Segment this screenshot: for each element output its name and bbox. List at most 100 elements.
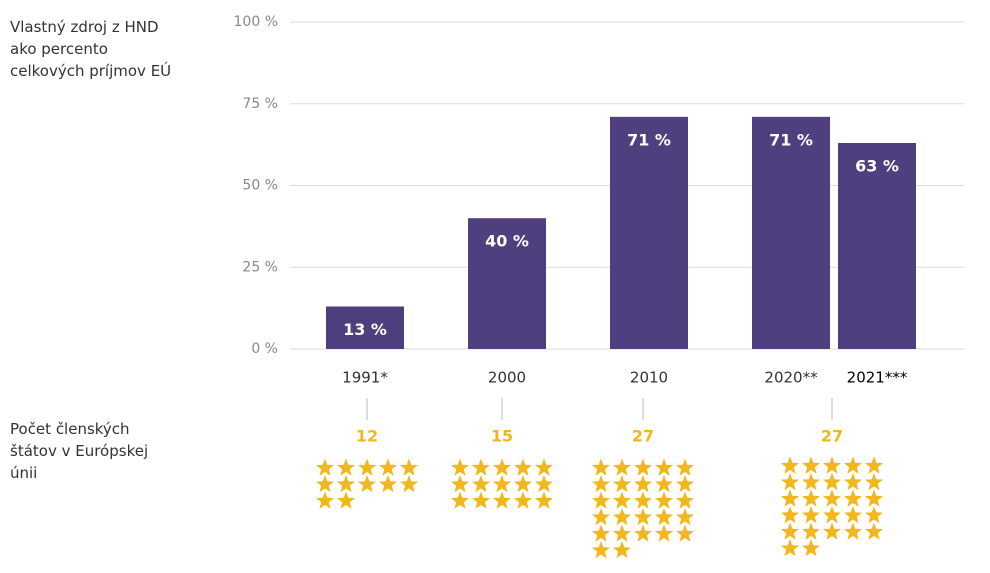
star [676,524,694,542]
y-tick-label: 75 % [242,96,278,112]
value-label: 13 % [343,320,387,339]
member-count: 15 [491,427,513,446]
star [451,458,469,476]
bar [838,142,916,349]
star [592,508,610,526]
star [493,491,511,509]
star [844,489,862,507]
star [844,456,862,474]
star [865,489,883,507]
star [676,508,694,526]
star [493,458,511,476]
star [493,475,511,493]
x-tick-label: 2010 [630,369,668,387]
star [337,475,355,493]
star [472,491,490,509]
star [535,458,553,476]
y-tick-label: 0 % [251,341,278,357]
star [592,491,610,509]
star [358,458,376,476]
star [802,473,820,491]
star [451,491,469,509]
star [337,458,355,476]
star [379,458,397,476]
star [613,458,631,476]
star [781,539,799,557]
bar [326,306,404,349]
star [676,475,694,493]
star [781,489,799,507]
star [823,506,841,524]
star [613,491,631,509]
star [865,473,883,491]
x-tick-label: 1991* [342,369,388,387]
star [613,475,631,493]
star [472,475,490,493]
star [379,475,397,493]
star [655,491,673,509]
star [844,522,862,540]
bar [610,116,688,349]
star [514,458,532,476]
star [844,506,862,524]
star [655,475,673,493]
y-tick-label: 50 % [242,178,278,194]
star [535,491,553,509]
star [676,491,694,509]
star [634,475,652,493]
star [823,489,841,507]
star [514,475,532,493]
star [400,475,418,493]
star [634,508,652,526]
star [592,541,610,559]
star [802,489,820,507]
star [451,475,469,493]
star [337,491,355,509]
star [400,458,418,476]
y-tick-label: 25 % [242,259,278,275]
member-count: 27 [632,427,654,446]
star [865,522,883,540]
star [844,473,862,491]
star [781,522,799,540]
star [634,524,652,542]
star [802,539,820,557]
star [613,524,631,542]
star [802,522,820,540]
bar [468,218,546,349]
star [592,524,610,542]
x-tick-label: 2000 [488,369,526,387]
y-axis-label: Vlastný zdroj z HND ako percento celkový… [10,18,172,80]
bar [752,116,830,349]
value-label: 71 % [769,130,813,149]
x-tick-label: 2021*** [847,369,908,387]
star [655,524,673,542]
star [781,506,799,524]
star [634,491,652,509]
star [316,491,334,509]
star [865,456,883,474]
star [781,456,799,474]
star [634,458,652,476]
star [655,508,673,526]
star [802,456,820,474]
members-label: Počet členských štátov v Európskej únii [10,420,149,482]
star [823,473,841,491]
star [781,473,799,491]
star [316,475,334,493]
star [655,458,673,476]
value-label: 40 % [485,232,529,251]
star [316,458,334,476]
star [535,475,553,493]
value-label: 63 % [855,156,899,175]
star [472,458,490,476]
y-tick-label: 100 % [234,14,278,30]
x-tick-label: 2020** [764,369,818,387]
star [823,522,841,540]
star [592,475,610,493]
star [676,458,694,476]
star [802,506,820,524]
star [865,506,883,524]
